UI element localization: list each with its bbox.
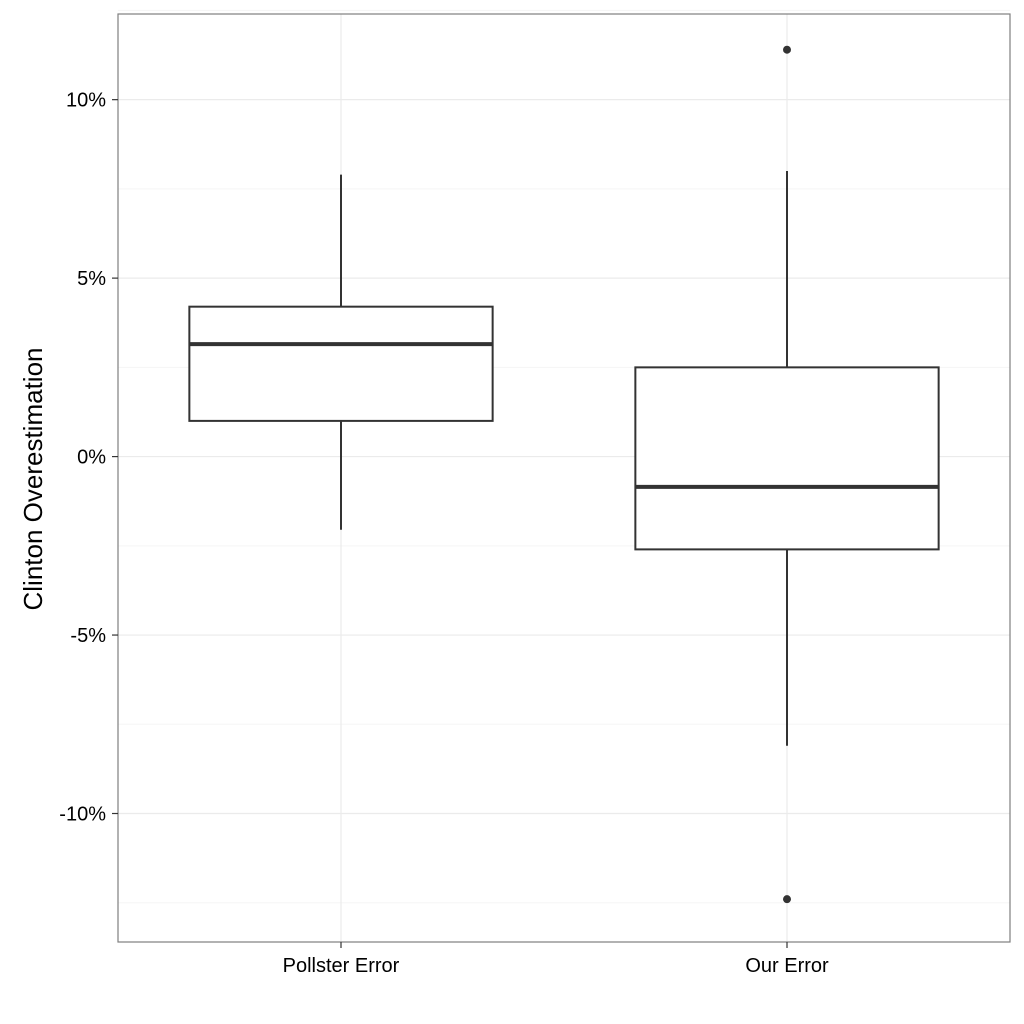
y-tick-label: -10%	[59, 804, 106, 826]
box-pollster-error	[188, 174, 494, 530]
outlier-point	[783, 45, 791, 54]
y-tick-label: 5%	[77, 268, 106, 290]
x-tick-label: Our Error	[745, 955, 829, 977]
outlier-point	[783, 895, 791, 904]
interquartile-box	[188, 305, 494, 422]
panel-border	[117, 13, 1011, 943]
y-tick-label: -5%	[70, 625, 106, 647]
y-axis-title: Clinton Overestimation	[18, 348, 48, 611]
box-series	[188, 45, 940, 904]
y-tick-label: 0%	[77, 447, 106, 469]
y-tick-label: 10%	[66, 90, 106, 112]
axes: 10% 5% 0% -5% -10% Pollster Error Our Error	[59, 90, 829, 977]
box-our-error	[634, 45, 940, 904]
x-tick-label: Pollster Error	[283, 955, 400, 977]
interquartile-box	[634, 366, 940, 551]
